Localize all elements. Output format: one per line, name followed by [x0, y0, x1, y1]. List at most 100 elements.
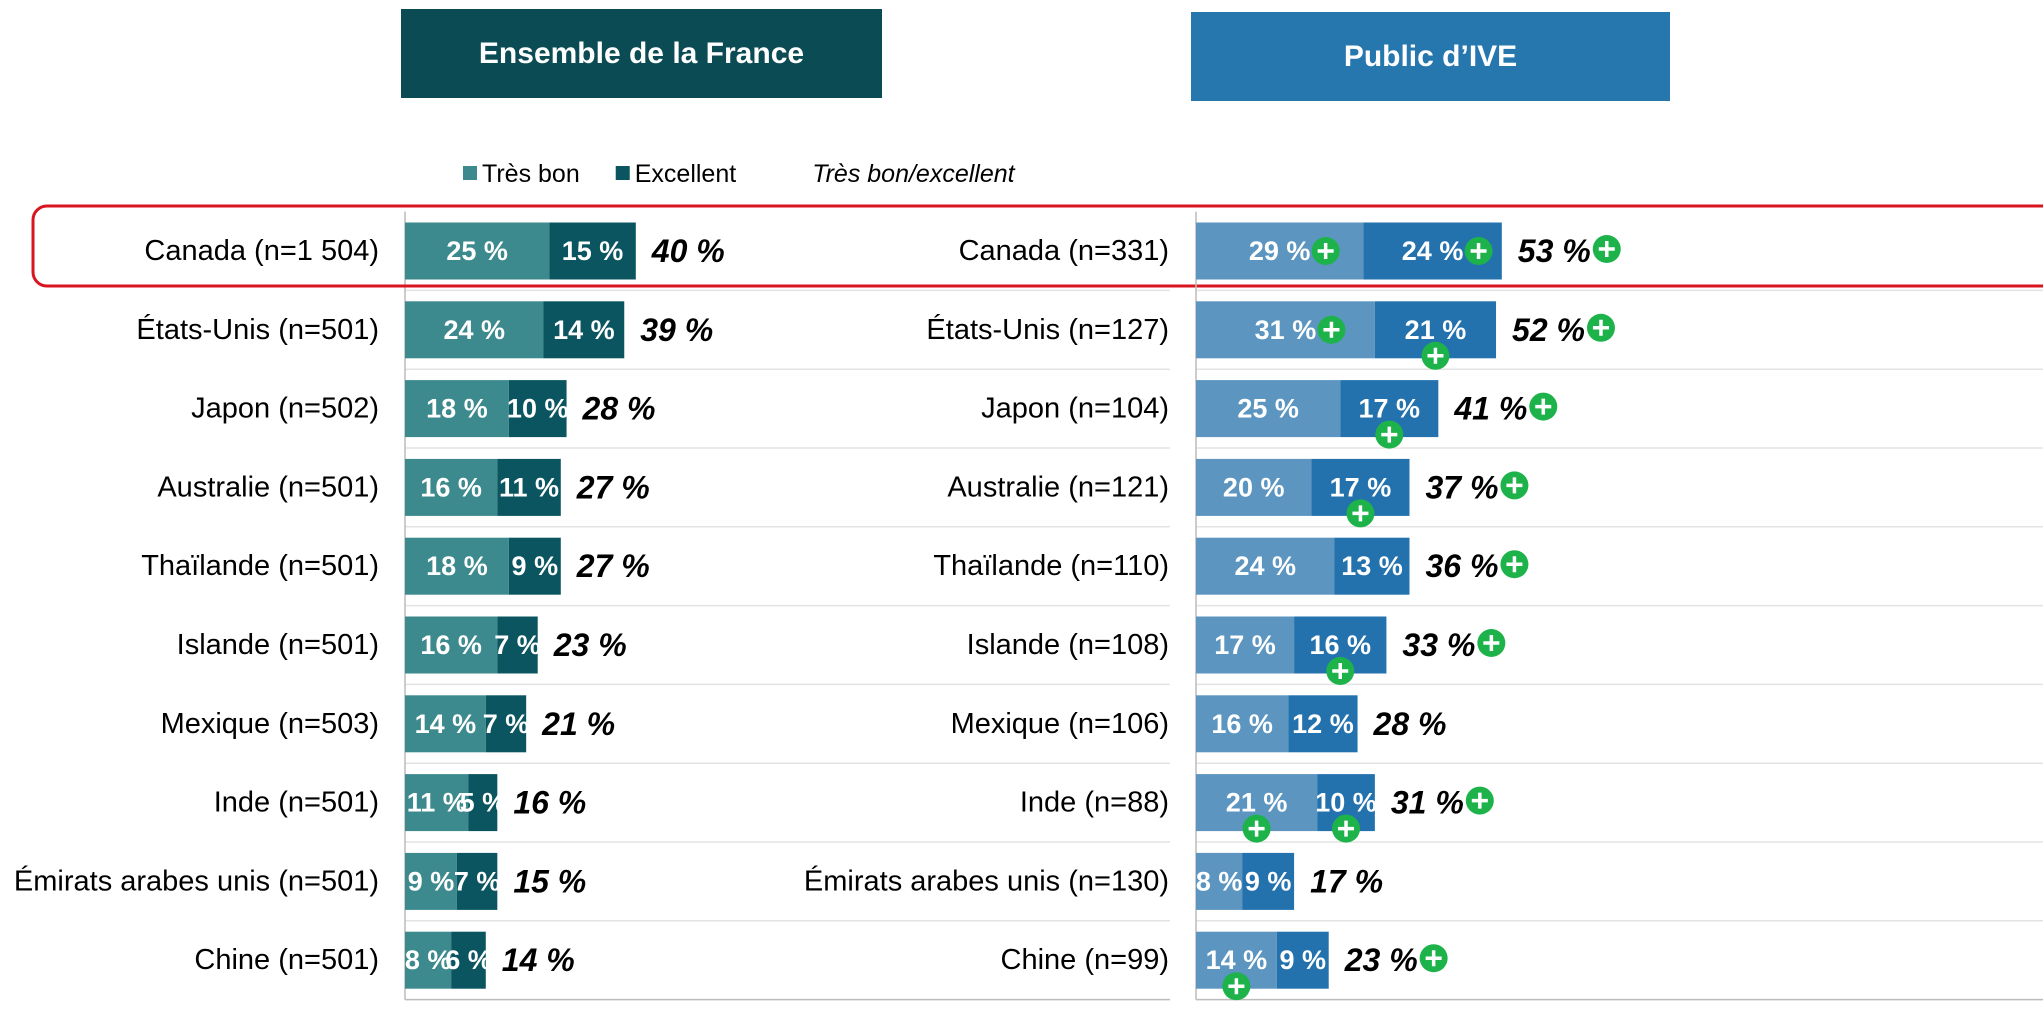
significance-icon [1242, 814, 1271, 843]
significance-plus [1248, 820, 1265, 837]
bar-segment [1196, 695, 1289, 753]
value-label: 14 % [415, 709, 477, 739]
value-label: 11 % [407, 788, 467, 818]
significance-icon [1500, 550, 1529, 579]
value-label: 15 % [562, 236, 624, 266]
value-label: 9 % [512, 551, 559, 581]
significance-icon [1419, 944, 1448, 973]
bar-segment [405, 616, 498, 674]
bar-segment [1196, 380, 1341, 438]
bar-segment [405, 301, 544, 359]
category-label: États-Unis (n=501) [136, 313, 379, 346]
value-label: 10 % [1315, 788, 1377, 818]
panel-header [1191, 12, 1670, 101]
panel-header [401, 9, 882, 98]
bar-segment [1196, 537, 1335, 595]
total-label: 53 % [1518, 233, 1591, 269]
bar-segment [508, 380, 567, 438]
legend-label: Très bon [482, 160, 580, 188]
total-label: 36 % [1425, 548, 1498, 584]
bar-segment [1334, 537, 1410, 595]
category-label: Japon (n=502) [191, 393, 379, 425]
category-label: Chine (n=99) [1001, 944, 1169, 976]
value-label: 24 % [1402, 236, 1464, 266]
significance-plus [1471, 792, 1488, 809]
significance-plus [1338, 820, 1355, 837]
value-label: 6 % [445, 945, 492, 975]
panel-title: Public d’IVE [1344, 40, 1517, 73]
bar-segment [468, 774, 498, 832]
value-label: 7 % [483, 709, 530, 739]
significance-plus [1317, 243, 1334, 259]
value-label: 8 % [405, 945, 452, 975]
bar-segment [405, 695, 486, 753]
value-label: 16 % [420, 630, 482, 660]
significance-icon [1332, 814, 1361, 843]
total-label: 31 % [1391, 785, 1464, 821]
total-label: 39 % [640, 312, 713, 348]
bar-segment [405, 458, 498, 516]
category-label: Australie (n=121) [947, 471, 1169, 503]
category-label: Émirats arabes unis (n=130) [804, 864, 1169, 897]
significance-plus [1506, 556, 1523, 573]
category-label: Thaïlande (n=110) [933, 550, 1169, 582]
value-label: 29 % [1249, 236, 1311, 266]
significance-plus [1598, 241, 1615, 257]
value-label: 16 % [1211, 709, 1273, 739]
bar-segment [1288, 695, 1358, 753]
bar-segment [405, 380, 509, 438]
significance-icon [1311, 237, 1340, 265]
category-label: Canada (n=331) [959, 235, 1169, 267]
bar-segment [1276, 931, 1329, 989]
significance-icon [1464, 237, 1493, 265]
value-label: 9 % [1279, 945, 1326, 975]
significance-plus [1425, 950, 1442, 967]
total-label: 41 % [1453, 391, 1527, 427]
total-label: 27 % [576, 548, 650, 584]
value-label: 7 % [454, 866, 501, 896]
total-label: 23 % [1344, 942, 1418, 978]
value-label: 24 % [443, 315, 505, 345]
category-label: Islande (n=501) [177, 629, 379, 661]
significance-icon [1346, 499, 1375, 528]
category-label: États-Unis (n=127) [926, 313, 1169, 346]
value-label: 7 % [494, 630, 541, 660]
bar-segment [451, 931, 486, 989]
total-label: 21 % [541, 706, 615, 742]
value-label: 25 % [446, 236, 508, 266]
bar-segment [543, 301, 625, 359]
value-label: 21 % [1405, 315, 1467, 345]
bar-segment [497, 616, 538, 674]
bar-segment [405, 852, 457, 910]
bar-segment [549, 222, 636, 280]
value-label: 25 % [1237, 394, 1299, 424]
significance-plus [1535, 398, 1552, 415]
total-label: 28 % [582, 391, 656, 427]
bar-segment [497, 458, 561, 516]
significance-icon [1529, 392, 1558, 421]
legend-swatch [615, 166, 630, 180]
total-label: 27 % [576, 469, 650, 505]
category-label: Thaïlande (n=501) [141, 550, 379, 582]
significance-icon [1326, 657, 1355, 685]
significance-plus [1483, 635, 1500, 651]
total-label: 23 % [553, 627, 627, 663]
category-label: Chine (n=501) [194, 944, 379, 976]
significance-plus [1427, 347, 1444, 364]
value-label: 14 % [553, 315, 615, 345]
significance-plus [1506, 477, 1523, 494]
total-label: 40 % [651, 233, 725, 269]
significance-icon [1592, 235, 1621, 263]
total-label: 17 % [1310, 863, 1383, 899]
value-label: 18 % [426, 551, 488, 581]
bar-segment [1196, 458, 1312, 516]
value-label: 17 % [1214, 630, 1276, 660]
category-label: Mexique (n=106) [951, 708, 1169, 740]
category-label: Australie (n=501) [157, 471, 379, 503]
value-label: 17 % [1330, 472, 1392, 502]
value-label: 16 % [1309, 630, 1371, 660]
bar-segment [1242, 852, 1295, 910]
legend-label: Très bon/excellent [812, 160, 1015, 188]
significance-icon [1586, 313, 1615, 342]
